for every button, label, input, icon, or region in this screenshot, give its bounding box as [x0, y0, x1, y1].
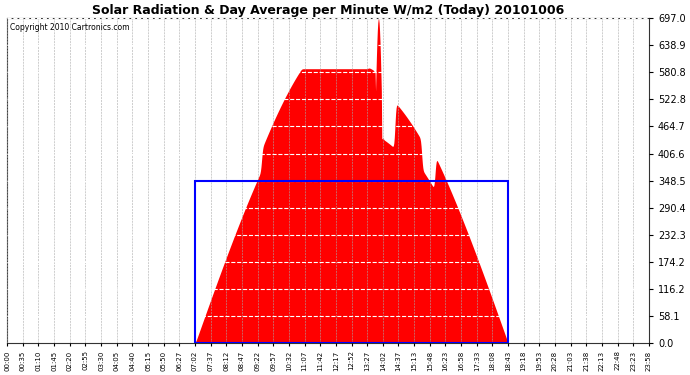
Title: Solar Radiation & Day Average per Minute W/m2 (Today) 20101006: Solar Radiation & Day Average per Minute…	[92, 4, 564, 17]
Text: Copyright 2010 Cartronics.com: Copyright 2010 Cartronics.com	[10, 23, 130, 32]
Bar	[195, 181, 508, 343]
